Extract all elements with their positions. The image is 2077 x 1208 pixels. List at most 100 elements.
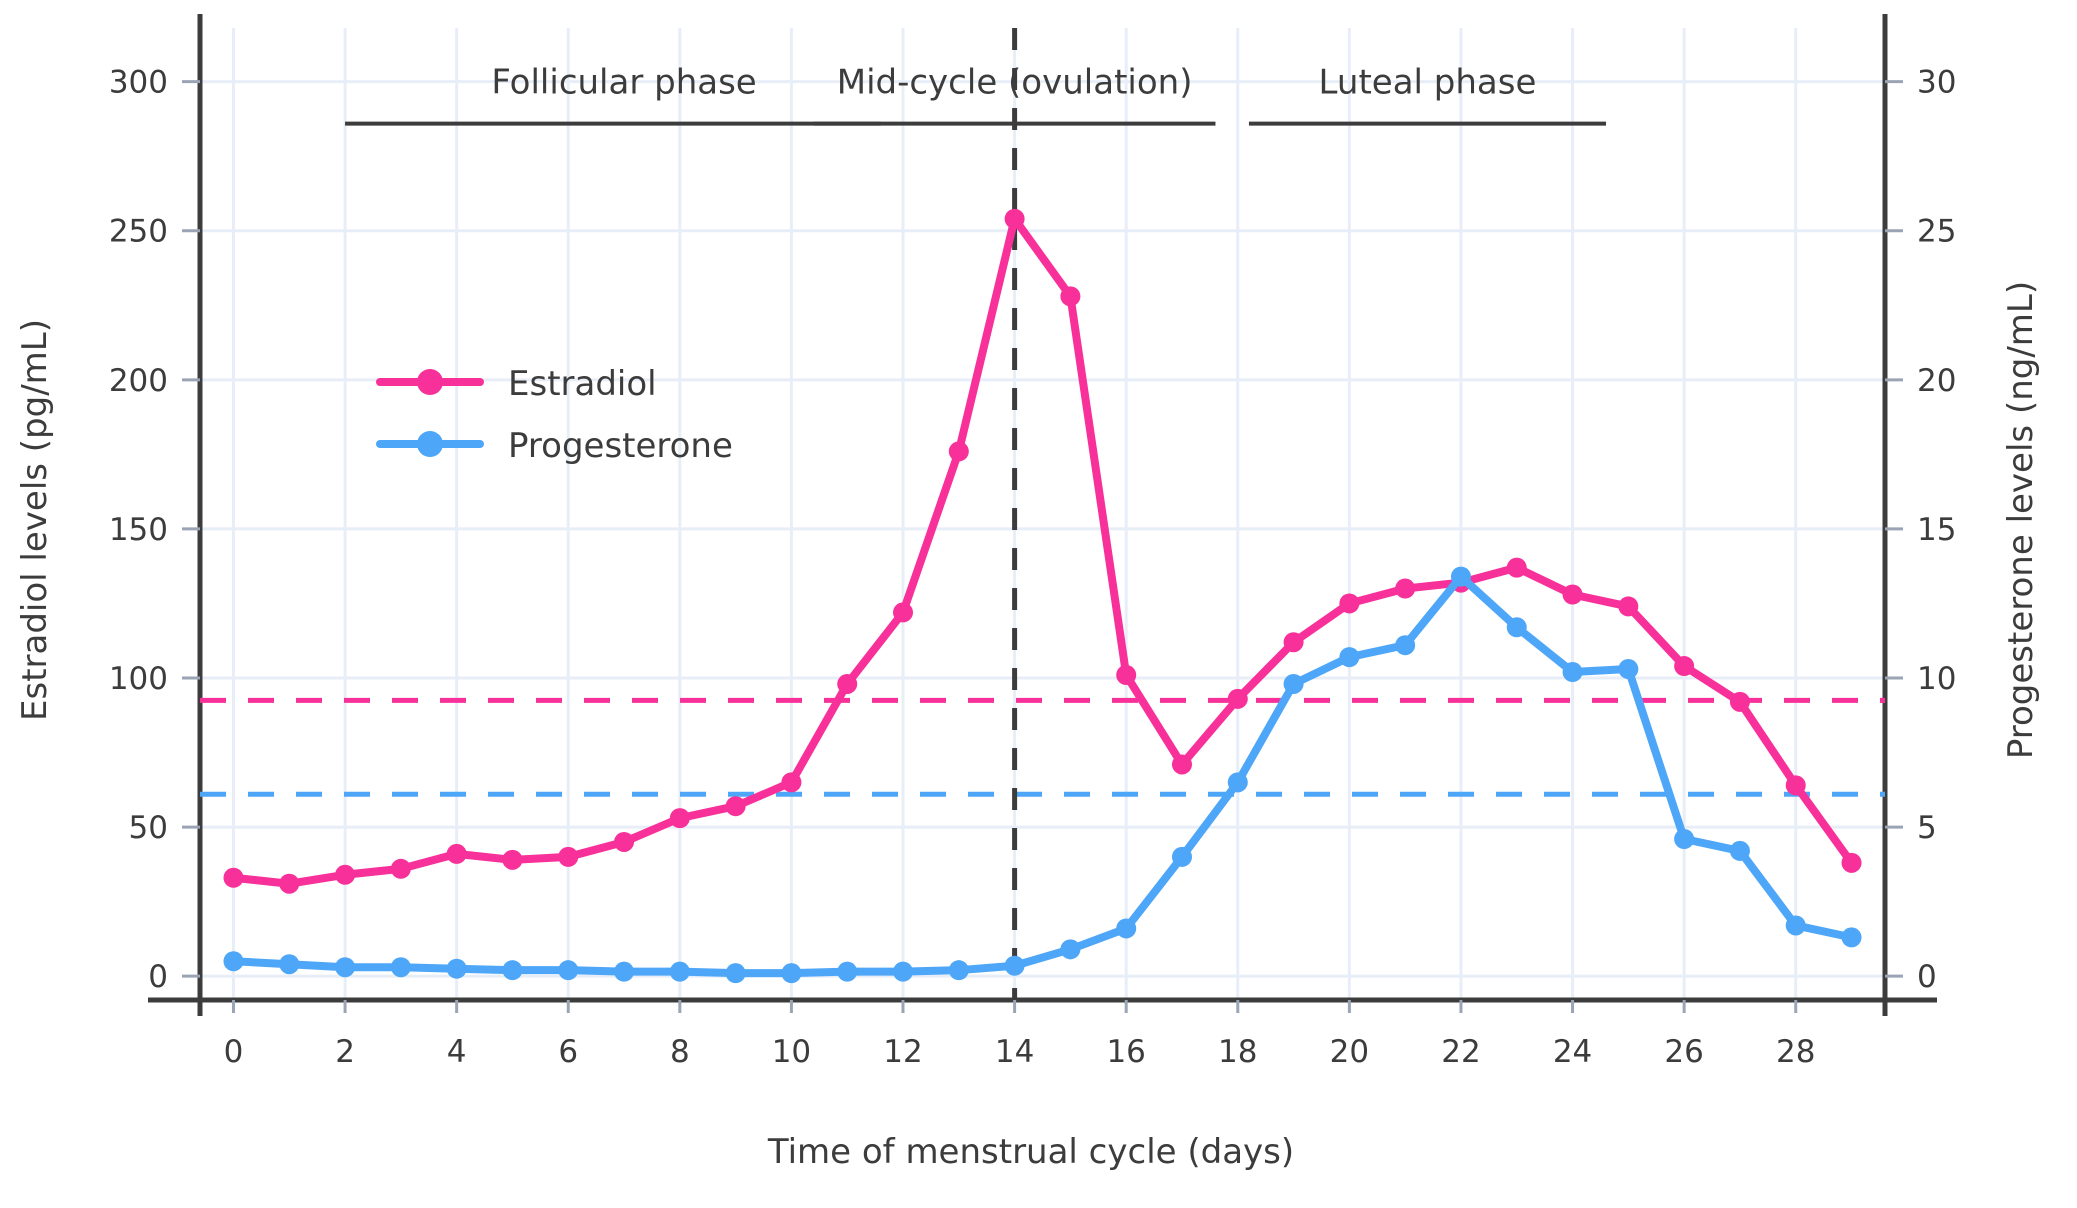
data-point: [223, 867, 244, 888]
data-point: [1506, 557, 1527, 578]
annotation-label-luteal-phase: Luteal phase: [1319, 63, 1537, 103]
x-tick-label: 6: [558, 1034, 578, 1070]
data-point: [1674, 656, 1695, 677]
data-point: [1562, 584, 1583, 605]
y-tick-label-left: 200: [109, 363, 168, 399]
y-tick-label-right: 30: [1917, 65, 1956, 101]
y-tick-label-right: 15: [1917, 512, 1956, 548]
data-point: [390, 957, 411, 978]
x-tick-label: 24: [1553, 1034, 1592, 1070]
data-point: [614, 961, 635, 982]
y-tick-label-left: 100: [109, 661, 168, 697]
data-point: [1395, 578, 1416, 599]
x-tick-label: 10: [772, 1034, 811, 1070]
data-point: [446, 958, 467, 979]
data-point: [1227, 772, 1248, 793]
data-point: [279, 873, 300, 894]
x-tick-label: 12: [883, 1034, 922, 1070]
y-tick-label-right: 5: [1917, 810, 1937, 846]
y-tick-label-left: 250: [109, 214, 168, 250]
annotation-label-follicular-phase: Follicular phase: [491, 63, 756, 103]
data-series-group: [223, 208, 1862, 984]
data-point: [1283, 673, 1304, 694]
data-point: [781, 963, 802, 984]
data-point: [725, 796, 746, 817]
data-point: [1506, 617, 1527, 638]
data-point: [669, 808, 690, 829]
data-point: [558, 846, 579, 867]
axis-spines: [148, 14, 1937, 1016]
data-point: [614, 831, 635, 852]
data-point: [279, 954, 300, 975]
data-point: [1060, 286, 1081, 307]
data-point: [669, 961, 690, 982]
legend-item-estradiol[interactable]: Estradiol: [376, 364, 657, 404]
data-point: [1785, 915, 1806, 936]
data-point: [1227, 688, 1248, 709]
y-tick-label-right: 25: [1917, 214, 1956, 250]
data-point: [1618, 596, 1639, 617]
x-axis-title: Time of menstrual cycle (days): [767, 1132, 1294, 1172]
data-point: [502, 849, 523, 870]
data-point: [837, 961, 858, 982]
data-point: [1116, 918, 1137, 939]
data-point: [1841, 927, 1862, 948]
y-tick-label-right: 10: [1917, 661, 1956, 697]
y-tick-label-left: 150: [109, 512, 168, 548]
data-point: [1729, 691, 1750, 712]
tick-labels-group: 0 2 4 6 8 10 12 14 16 18 20 22 24 26 28050100150200250…: [109, 65, 1957, 1070]
axis-titles-group: Time of menstrual cycle (days) Estradiol…: [15, 281, 2041, 1172]
y-tick-label-right: 0: [1917, 959, 1937, 995]
x-tick-label: 28: [1776, 1034, 1815, 1070]
legend-item-progesterone[interactable]: Progesterone: [376, 426, 733, 466]
data-point: [1283, 632, 1304, 653]
data-point: [1171, 846, 1192, 867]
data-point: [1339, 647, 1360, 668]
y-tick-label-right: 20: [1917, 363, 1956, 399]
chart-legend[interactable]: Estradiol Progesterone: [376, 364, 733, 466]
legend-label: Progesterone: [508, 426, 733, 466]
data-point: [781, 772, 802, 793]
data-point: [1116, 665, 1137, 686]
data-point: [1171, 754, 1192, 775]
data-point: [223, 951, 244, 972]
x-tick-label: 4: [447, 1034, 467, 1070]
series-progesterone: [223, 566, 1862, 984]
data-point: [1004, 955, 1025, 976]
x-tick-label: 26: [1664, 1034, 1703, 1070]
data-point: [893, 961, 914, 982]
data-point: [948, 441, 969, 462]
data-point: [335, 864, 356, 885]
x-tick-label: 2: [335, 1034, 355, 1070]
series-estradiol: [223, 208, 1862, 894]
x-tick-label: 16: [1106, 1034, 1145, 1070]
data-point: [502, 960, 523, 981]
reference-lines: [200, 697, 1885, 797]
data-point: [1729, 840, 1750, 861]
data-point: [1785, 775, 1806, 796]
y-tick-label-left: 50: [129, 810, 168, 846]
legend-swatch-marker: [417, 431, 443, 457]
data-point: [1004, 208, 1025, 229]
x-tick-label: 18: [1218, 1034, 1257, 1070]
y-tick-label-left: 300: [109, 65, 168, 101]
data-point: [837, 673, 858, 694]
data-point: [558, 960, 579, 981]
x-tick-label: 8: [670, 1034, 690, 1070]
data-point: [446, 843, 467, 864]
data-point: [390, 858, 411, 879]
data-point: [948, 960, 969, 981]
x-tick-label: 14: [995, 1034, 1034, 1070]
data-point: [1060, 939, 1081, 960]
y-axis-right-title: Progesterone levels (ng/mL): [2001, 281, 2041, 759]
data-point: [1562, 662, 1583, 683]
legend-label: Estradiol: [508, 364, 657, 404]
data-point: [1841, 852, 1862, 873]
x-tick-label: 0: [224, 1034, 244, 1070]
data-point: [335, 957, 356, 978]
y-axis-left-title: Estradiol levels (pg/mL): [15, 319, 55, 721]
data-point: [1395, 635, 1416, 656]
